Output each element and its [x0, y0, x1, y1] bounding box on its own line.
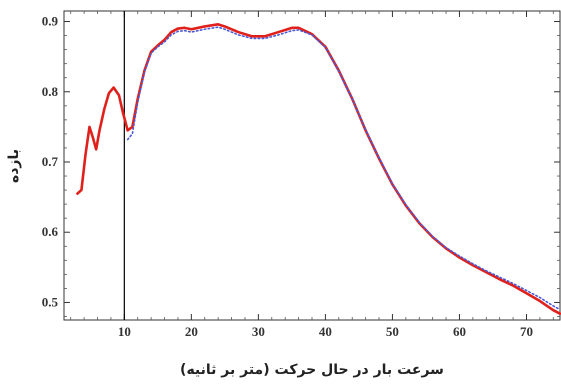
plot-frame — [63, 10, 561, 321]
axis-tick-labels: 10 20 30 40 50 60 70 0.5 0.6 0.7 0.8 0.9 — [42, 14, 533, 339]
series-dotted-line — [126, 26, 561, 311]
y-tick-label: 0.6 — [42, 224, 59, 239]
y-axis-title: بازده — [6, 149, 22, 183]
x-tick-label: 40 — [319, 324, 332, 339]
x-tick-label: 70 — [520, 324, 533, 339]
y-tick-label: 0.7 — [42, 154, 59, 169]
x-tick-label: 10 — [118, 324, 131, 339]
x-tick-label: 60 — [453, 324, 466, 339]
y-tick-label: 0.5 — [42, 294, 59, 309]
x-tick-label: 50 — [386, 324, 399, 339]
y-tick-label: 0.8 — [42, 84, 59, 99]
y-tick-label: 0.9 — [42, 14, 59, 29]
x-tick-label: 30 — [252, 324, 265, 339]
axis-ticks — [64, 11, 560, 320]
series-group — [76, 23, 561, 315]
x-axis-title: سرعت بار در حال حرکت (متر بر ثانیه) — [180, 362, 444, 378]
series-solid-line — [76, 23, 561, 315]
x-tick-label: 20 — [185, 324, 198, 339]
